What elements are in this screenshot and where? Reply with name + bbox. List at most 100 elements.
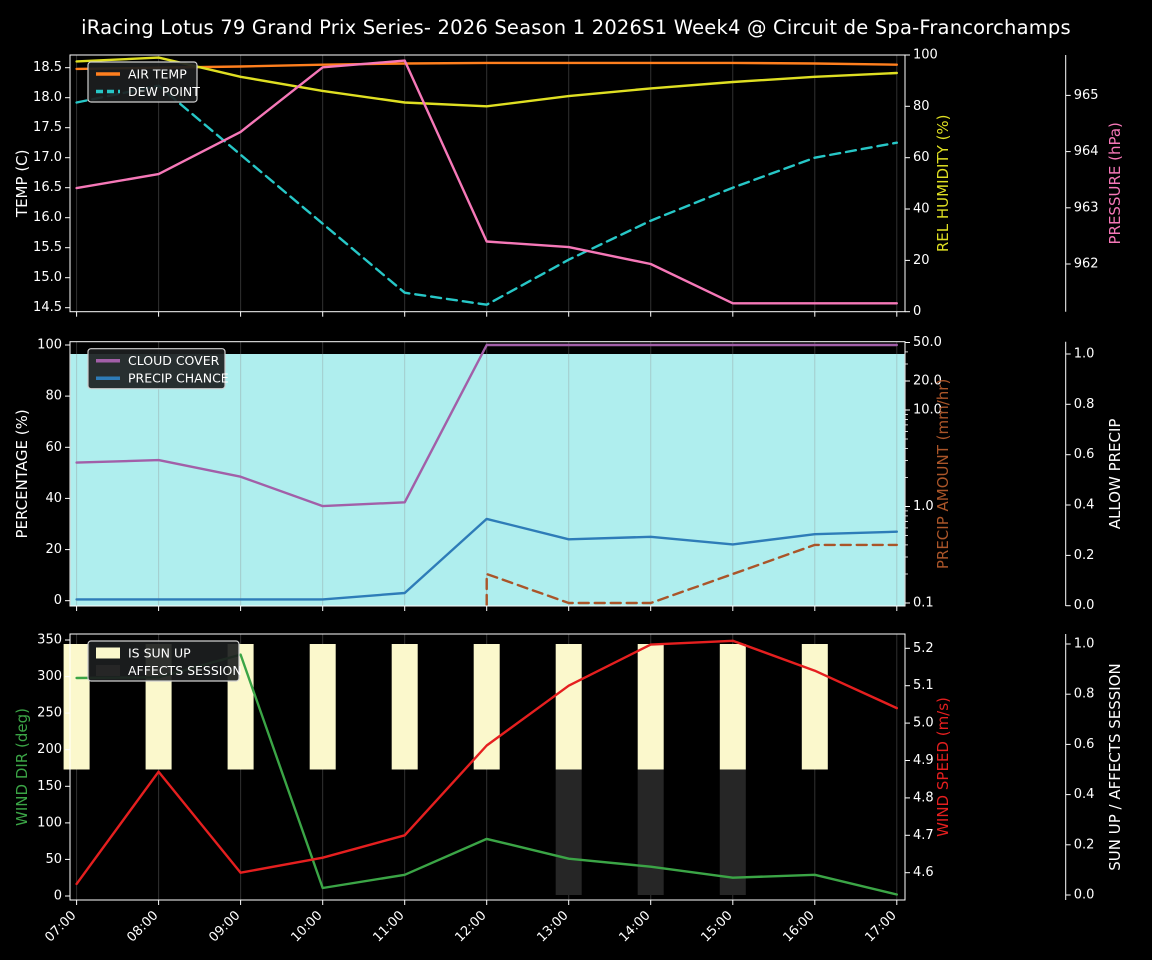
is-sun-up-bar bbox=[719, 644, 746, 770]
y-tick-label: 80 bbox=[45, 389, 62, 404]
plot-border bbox=[69, 341, 906, 607]
y-tick-label: 16.0 bbox=[33, 210, 62, 225]
y3-tick-label: 0.0 bbox=[1074, 888, 1095, 903]
x-tick-label: 08:00 bbox=[124, 908, 161, 945]
y2-tick-label: 50.0 bbox=[913, 335, 942, 350]
rel-humidity-line bbox=[75, 56, 898, 108]
legend-label-precip-chance: PRECIP CHANCE bbox=[128, 371, 229, 386]
is-sun-up-bar bbox=[801, 644, 828, 770]
affects-session-bar bbox=[719, 769, 746, 895]
x-tick-label: 17:00 bbox=[863, 908, 900, 945]
y-tick-label: 200 bbox=[37, 742, 62, 757]
legend: IS SUN UP AFFECTS SESSION bbox=[87, 640, 242, 682]
legend-swatch-affects-session bbox=[96, 665, 120, 676]
y2-tick-label: 10.0 bbox=[913, 403, 942, 418]
y2-tick-label: 5.1 bbox=[913, 678, 934, 693]
y2-tick-label: 1.0 bbox=[913, 499, 934, 514]
y-tick-label: 17.0 bbox=[33, 150, 62, 165]
pressure-hpa-axis-label: PRESSURE (hPa) bbox=[1106, 122, 1124, 244]
y2-tick-label: 5.2 bbox=[913, 641, 934, 656]
temperature-humidity-pressure-chart: 14.5 15.0 15.5 16.0 16.5 17.0 17.5 18.0 18.5 TEMP… bbox=[13, 48, 1124, 320]
y-tick-label: 18.0 bbox=[33, 90, 62, 105]
air-temp-line bbox=[75, 61, 898, 71]
x-tick-label: 12:00 bbox=[452, 908, 489, 945]
y-tick-label: 300 bbox=[37, 669, 62, 684]
precip-amount-mm-hr-axis-label: PRECIP AMOUNT (mm/hr) bbox=[934, 379, 952, 569]
y2-tick-label: 4.9 bbox=[913, 753, 934, 768]
x-tick-label: 07:00 bbox=[42, 908, 79, 945]
allow-precip-fill bbox=[70, 354, 905, 606]
wind-dir-deg-axis-label: WIND DIR (deg) bbox=[13, 708, 31, 826]
figure-title: iRacing Lotus 79 Grand Prix Series- 2026… bbox=[81, 16, 1071, 39]
percentage-axis-label: PERCENTAGE (%) bbox=[13, 409, 31, 538]
y2-tick-label: 5.0 bbox=[913, 716, 934, 731]
x-tick-label: 16:00 bbox=[781, 908, 818, 945]
is-sun-up-bar bbox=[555, 644, 582, 770]
y2-tick-label: 4.8 bbox=[913, 790, 934, 805]
y2-tick-label: 0 bbox=[913, 304, 921, 319]
y-tick-label: 15.0 bbox=[33, 270, 62, 285]
y-tick-label: 60 bbox=[45, 440, 62, 455]
y-tick-label: 40 bbox=[45, 491, 62, 506]
precip-amount-line bbox=[485, 543, 898, 607]
temp-c-axis-label: TEMP (C) bbox=[13, 150, 31, 219]
y3-tick-label: 0.4 bbox=[1074, 787, 1095, 802]
legend-label-air-temp: AIR TEMP bbox=[128, 67, 187, 82]
x-tick-label: 13:00 bbox=[534, 908, 571, 945]
y3-tick-label: 1.0 bbox=[1074, 347, 1095, 362]
y2-tick-label: 4.6 bbox=[913, 865, 934, 880]
y-tick-label: 100 bbox=[37, 815, 62, 830]
y3-tick-label: 964 bbox=[1074, 144, 1099, 159]
legend-label-is-sun-up: IS SUN UP bbox=[128, 646, 191, 661]
x-tick-label: 15:00 bbox=[699, 908, 736, 945]
plot-border bbox=[69, 633, 906, 901]
y3-tick-label: 965 bbox=[1074, 88, 1099, 103]
y3-tick-label: 0.2 bbox=[1074, 548, 1095, 563]
is-sun-up-bar bbox=[391, 644, 418, 770]
y-tick-label: 0 bbox=[54, 593, 62, 608]
y2-tick-label: 20 bbox=[913, 253, 930, 268]
legend: CLOUD COVER PRECIP CHANCE bbox=[87, 348, 229, 390]
is-sun-up-bar bbox=[309, 644, 336, 770]
y2-tick-label: 20.0 bbox=[913, 374, 942, 389]
y-tick-label: 18.5 bbox=[33, 60, 62, 75]
x-tick-label: 11:00 bbox=[370, 908, 407, 945]
y3-tick-label: 0.2 bbox=[1074, 837, 1095, 852]
y-tick-label: 17.5 bbox=[33, 120, 62, 135]
y3-tick-label: 0.8 bbox=[1074, 687, 1095, 702]
wind-speed-line bbox=[75, 639, 898, 886]
y-tick-label: 150 bbox=[37, 779, 62, 794]
y-tick-label: 350 bbox=[37, 633, 62, 648]
y-tick-label: 50 bbox=[45, 852, 62, 867]
legend-label-cloud-cover: CLOUD COVER bbox=[128, 353, 220, 368]
precip-chance-line bbox=[75, 517, 898, 601]
x-tick-label: 10:00 bbox=[288, 908, 325, 945]
y2-tick-label: 80 bbox=[913, 99, 930, 114]
is-sun-up-bar bbox=[637, 644, 664, 770]
y3-tick-label: 0.8 bbox=[1074, 397, 1095, 412]
dew-point-line bbox=[75, 84, 898, 306]
legend: AIR TEMP DEW POINT bbox=[87, 61, 200, 103]
legend-label-affects-session: AFFECTS SESSION bbox=[128, 663, 242, 678]
allow-precip-axis-label: ALLOW PRECIP bbox=[1106, 419, 1124, 530]
y2-tick-label: 4.7 bbox=[913, 828, 934, 843]
y3-tick-label: 1.0 bbox=[1074, 637, 1095, 652]
y-tick-label: 0 bbox=[54, 889, 62, 904]
affects-session-bar bbox=[637, 769, 664, 895]
is-sun-up-bar bbox=[63, 644, 90, 770]
y-tick-label: 100 bbox=[37, 338, 62, 353]
y-tick-label: 250 bbox=[37, 706, 62, 721]
y-tick-label: 20 bbox=[45, 542, 62, 557]
y-tick-label: 15.5 bbox=[33, 240, 62, 255]
pressure-line bbox=[75, 59, 898, 305]
y3-tick-label: 0.0 bbox=[1074, 598, 1095, 613]
y-tick-label: 14.5 bbox=[33, 300, 62, 315]
y3-tick-label: 0.6 bbox=[1074, 447, 1095, 462]
y-tick-label: 16.5 bbox=[33, 180, 62, 195]
cloud-cover-line bbox=[75, 343, 898, 508]
x-tick-label: 14:00 bbox=[616, 908, 653, 945]
legend-label-dew-point: DEW POINT bbox=[128, 84, 200, 99]
y3-tick-label: 962 bbox=[1074, 257, 1099, 272]
